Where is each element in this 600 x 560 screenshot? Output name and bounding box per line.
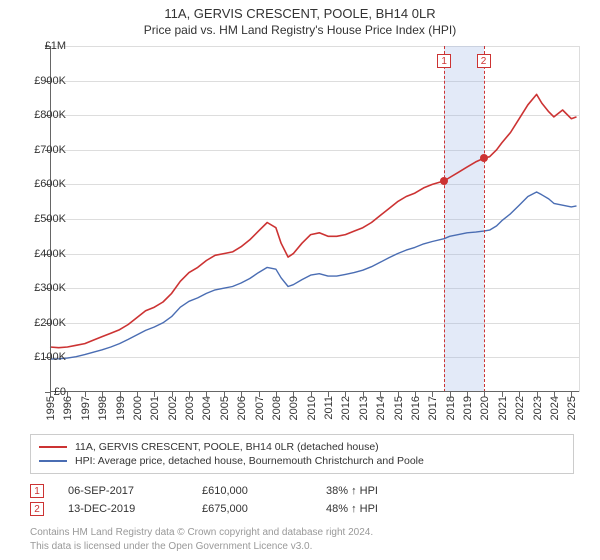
event-marker-line	[484, 46, 485, 392]
event-delta: 48% ↑ HPI	[326, 503, 378, 515]
event-price: £675,000	[202, 503, 302, 515]
attribution-text: Contains HM Land Registry data © Crown c…	[30, 526, 574, 553]
x-axis-label: 2002	[167, 396, 179, 420]
plot-area: 12	[50, 46, 580, 392]
event-marker-line	[444, 46, 445, 392]
event-badge: 1	[30, 484, 44, 498]
x-axis-label: 2019	[462, 396, 474, 420]
legend-swatch	[39, 446, 67, 448]
event-delta: 38% ↑ HPI	[326, 485, 378, 497]
x-axis-label: 2018	[445, 396, 457, 420]
event-price: £610,000	[202, 485, 302, 497]
chart-container: 11A, GERVIS CRESCENT, POOLE, BH14 0LR Pr…	[0, 0, 600, 560]
plot-right-border	[579, 46, 580, 392]
x-axis-label: 2013	[358, 396, 370, 420]
legend-box: 11A, GERVIS CRESCENT, POOLE, BH14 0LR (d…	[30, 434, 574, 474]
event-point	[480, 154, 488, 162]
attribution-line: This data is licensed under the Open Gov…	[30, 540, 574, 554]
event-marker-badge: 1	[437, 54, 451, 68]
x-axis-label: 2004	[201, 396, 213, 420]
series-hpi	[50, 192, 577, 359]
x-axis-label: 2001	[149, 396, 161, 420]
x-axis-label: 2020	[479, 396, 491, 420]
chart-subtitle: Price paid vs. HM Land Registry's House …	[0, 21, 600, 37]
legend-swatch	[39, 460, 67, 462]
y-axis-label: £500K	[34, 213, 66, 225]
x-axis-label: 2021	[497, 396, 509, 420]
x-axis-label: 2012	[340, 396, 352, 420]
y-axis-label: £800K	[34, 109, 66, 121]
x-axis-label: 2000	[132, 396, 144, 420]
x-axis-label: 2016	[410, 396, 422, 420]
x-axis-label: 2005	[219, 396, 231, 420]
x-axis-label: 2010	[306, 396, 318, 420]
y-axis-label: £100K	[34, 351, 66, 363]
x-axis-label: 1997	[80, 396, 92, 420]
event-date: 06-SEP-2017	[68, 485, 178, 497]
x-axis-label: 2011	[323, 396, 335, 420]
legend-label: 11A, GERVIS CRESCENT, POOLE, BH14 0LR (d…	[75, 441, 379, 453]
x-axis-label: 2022	[514, 396, 526, 420]
x-axis-label: 1998	[97, 396, 109, 420]
x-axis-label: 2025	[566, 396, 578, 420]
x-axis-label: 2003	[184, 396, 196, 420]
series-price_paid	[50, 94, 577, 347]
x-axis-label: 2008	[271, 396, 283, 420]
x-axis-label: 2009	[288, 396, 300, 420]
events-table: 1 06-SEP-2017 £610,000 38% ↑ HPI 2 13-DEC-201…	[30, 482, 574, 518]
x-axis-label: 2023	[532, 396, 544, 420]
x-axis-label: 2014	[375, 396, 387, 420]
y-axis-label: £700K	[34, 144, 66, 156]
chart-title: 11A, GERVIS CRESCENT, POOLE, BH14 0LR	[0, 0, 600, 21]
event-marker-badge: 2	[477, 54, 491, 68]
x-axis-label: 2017	[427, 396, 439, 420]
event-point	[440, 177, 448, 185]
legend-item: 11A, GERVIS CRESCENT, POOLE, BH14 0LR (d…	[39, 440, 565, 454]
event-badge: 2	[30, 502, 44, 516]
x-axis-label: 2024	[549, 396, 561, 420]
event-row: 2 13-DEC-2019 £675,000 48% ↑ HPI	[30, 500, 574, 518]
y-axis-label: £600K	[34, 178, 66, 190]
x-axis-label: 2007	[254, 396, 266, 420]
y-axis-label: £300K	[34, 282, 66, 294]
x-axis-label: 1999	[115, 396, 127, 420]
y-axis-label: £200K	[34, 317, 66, 329]
x-axis-label: 1995	[45, 396, 57, 420]
x-axis-line	[50, 391, 580, 392]
x-axis-label: 1996	[62, 396, 74, 420]
event-row: 1 06-SEP-2017 £610,000 38% ↑ HPI	[30, 482, 574, 500]
event-date: 13-DEC-2019	[68, 503, 178, 515]
x-axis-label: 2015	[393, 396, 405, 420]
y-axis-label: £1M	[45, 40, 66, 52]
legend-item: HPI: Average price, detached house, Bour…	[39, 454, 565, 468]
y-axis-label: £900K	[34, 75, 66, 87]
y-axis-label: £400K	[34, 248, 66, 260]
x-axis-label: 2006	[236, 396, 248, 420]
attribution-line: Contains HM Land Registry data © Crown c…	[30, 526, 574, 540]
legend-label: HPI: Average price, detached house, Bour…	[75, 455, 424, 467]
line-series-svg	[50, 46, 580, 392]
